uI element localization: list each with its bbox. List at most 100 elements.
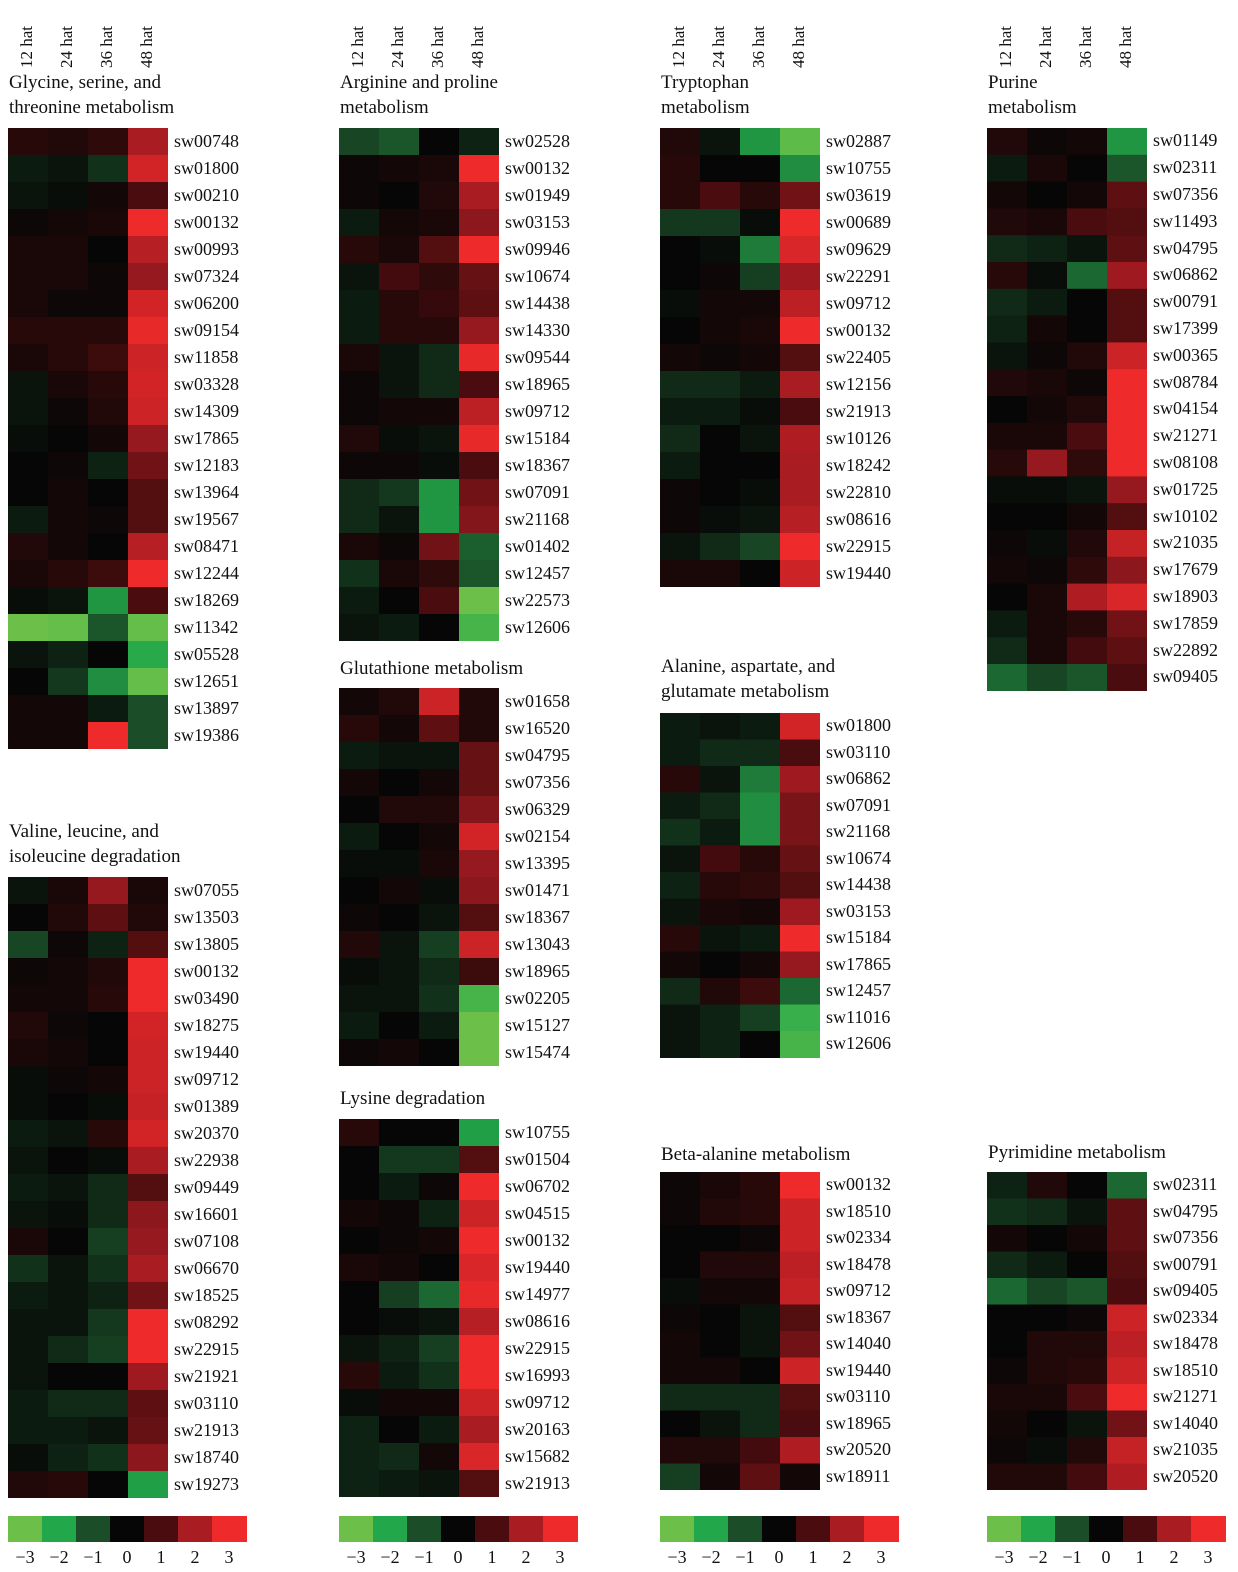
heatmap-cell xyxy=(88,1039,129,1067)
heatmap-cell xyxy=(419,290,460,318)
heatmap-cell xyxy=(459,425,499,453)
gene-label: sw01149 xyxy=(1153,130,1218,151)
heatmap-cell xyxy=(1107,664,1147,691)
heatmap-cell xyxy=(1027,1384,1068,1411)
gene-label: sw09712 xyxy=(826,1280,892,1301)
gene-label: sw09946 xyxy=(505,238,571,259)
heatmap-cell xyxy=(419,506,460,534)
heatmap-cell xyxy=(740,344,781,372)
heatmap-cell xyxy=(780,155,820,183)
heatmap-cell xyxy=(459,614,499,641)
gene-label: sw00791 xyxy=(1153,291,1219,312)
heatmap-cell xyxy=(660,506,701,534)
heatmap-cell xyxy=(1107,181,1147,209)
heatmap-glu xyxy=(339,688,499,1066)
heatmap-cell xyxy=(740,1437,781,1464)
panel-title: Alanine, aspartate, and xyxy=(661,656,836,677)
heatmap-cell xyxy=(660,819,701,846)
gene-label: sw22938 xyxy=(174,1149,240,1170)
heatmap-cell xyxy=(459,823,499,851)
heatmap-cell xyxy=(1027,128,1068,156)
heatmap-cell xyxy=(419,1335,460,1363)
heatmap-cell xyxy=(1027,1437,1068,1464)
heatmap-cell xyxy=(8,985,49,1013)
heatmap-cell xyxy=(379,182,420,210)
heatmap-cell xyxy=(8,641,49,669)
gene-label: sw21913 xyxy=(174,1419,240,1440)
heatmap-cell xyxy=(379,1470,420,1497)
legend-swatch xyxy=(373,1516,408,1542)
heatmap-cell xyxy=(339,1012,380,1040)
panel-title: Purine xyxy=(988,72,1038,93)
heatmap-cell xyxy=(48,931,89,959)
heatmap-cell xyxy=(88,236,129,264)
heatmap-cell xyxy=(700,1410,741,1438)
heatmap-cell xyxy=(1107,1357,1147,1385)
gene-label: sw06329 xyxy=(505,798,571,819)
heatmap-cell xyxy=(700,506,741,534)
heatmap-cell xyxy=(379,1362,420,1390)
heatmap-cell xyxy=(339,425,380,453)
heatmap-cell xyxy=(88,290,129,318)
heatmap-cell xyxy=(379,1335,420,1363)
heatmap-cell xyxy=(700,155,741,183)
heatmap-cell xyxy=(987,1304,1028,1332)
heatmap-cell xyxy=(419,688,460,716)
heatmap-cell xyxy=(48,641,89,669)
heatmap-cell xyxy=(88,479,129,507)
heatmap-cell xyxy=(1107,1251,1147,1279)
heatmap-cell xyxy=(740,925,781,952)
heatmap-cell xyxy=(1027,315,1068,343)
heatmap-cell xyxy=(459,1146,499,1174)
heatmap-cell xyxy=(379,1443,420,1471)
panel-title: metabolism xyxy=(661,97,750,118)
heatmap-cell xyxy=(339,958,380,986)
heatmap-cell xyxy=(700,1463,741,1490)
heatmap-cell xyxy=(1027,1331,1068,1358)
heatmap-cell xyxy=(459,742,499,770)
legend-tick-label: −3 xyxy=(994,1547,1014,1567)
heatmap-cell xyxy=(1107,556,1147,585)
heatmap-cell xyxy=(339,128,380,156)
legend-tick-label: 2 xyxy=(842,1547,852,1567)
heatmap-cell xyxy=(1067,288,1108,317)
heatmap-cell xyxy=(88,425,129,453)
heatmap-cell xyxy=(339,560,380,588)
heatmap-cell xyxy=(8,1228,49,1256)
gene-label: sw18510 xyxy=(1153,1359,1219,1380)
gene-label: sw17859 xyxy=(1153,612,1219,633)
heatmap-cell xyxy=(459,1227,499,1255)
heatmap-cell xyxy=(8,1093,49,1121)
legend-swatch xyxy=(864,1516,899,1542)
heatmap-cell xyxy=(740,872,781,899)
heatmap-cell xyxy=(1107,1384,1147,1411)
heatmap-cell xyxy=(740,182,781,210)
gene-label: sw15184 xyxy=(505,427,571,448)
heatmap-cell xyxy=(660,713,701,740)
gene-label: sw00132 xyxy=(826,319,892,340)
heatmap-cell xyxy=(88,614,129,642)
gene-label: sw10755 xyxy=(826,157,892,178)
heatmap-cell xyxy=(48,985,89,1013)
heatmap-cell xyxy=(459,688,499,716)
heatmap-cell xyxy=(700,1251,741,1279)
heatmap-cell xyxy=(419,985,460,1013)
heatmap-cell xyxy=(459,769,499,797)
heatmap-cell xyxy=(379,1012,420,1040)
time-point-label: 36 hat xyxy=(1076,25,1095,68)
legend-swatch xyxy=(694,1516,729,1542)
heatmap-cell xyxy=(88,1255,129,1283)
heatmap-cell xyxy=(48,182,89,210)
heatmap-cell xyxy=(660,344,701,372)
heatmap-cell xyxy=(88,1336,129,1364)
heatmap-cell xyxy=(128,1012,168,1040)
heatmap-cell xyxy=(1067,235,1108,263)
heatmap-cell xyxy=(88,1363,129,1391)
heatmap-cell xyxy=(987,128,1028,156)
gene-label: sw03153 xyxy=(505,211,571,232)
heatmap-cell xyxy=(48,904,89,932)
heatmap-cell xyxy=(419,877,460,905)
heatmap-cell xyxy=(1107,530,1147,558)
heatmap-cell xyxy=(1107,1198,1147,1226)
heatmap-cell xyxy=(459,209,499,237)
